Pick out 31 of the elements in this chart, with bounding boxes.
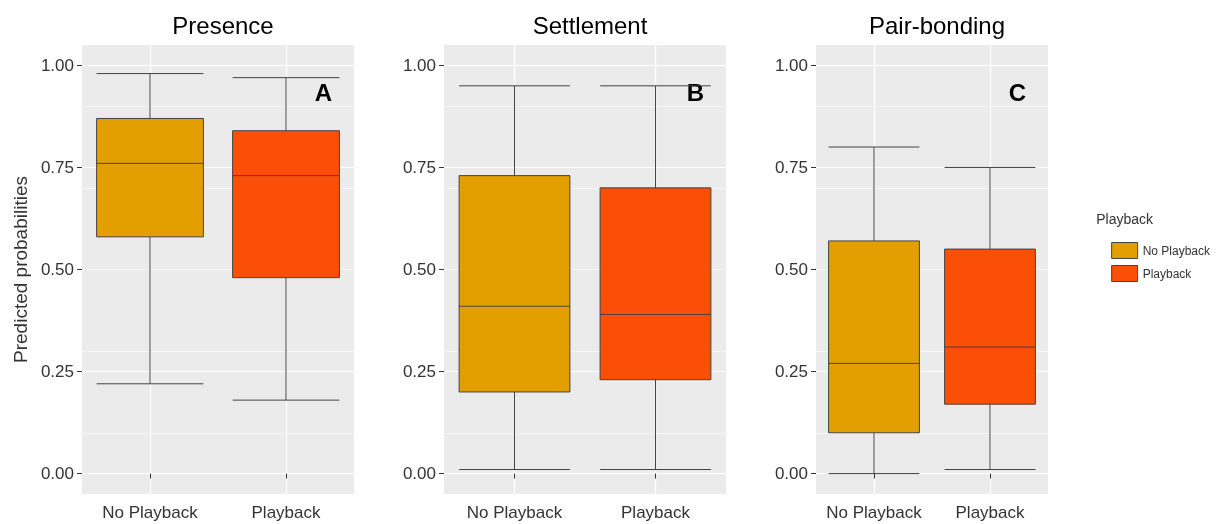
- annotation: A: [314, 78, 333, 106]
- y-tick-label: 0.00: [40, 464, 74, 484]
- chart-title: Settlement: [532, 11, 648, 39]
- y-tick-label: 0.50: [40, 260, 74, 279]
- y-tick-label: 1.00: [774, 55, 808, 75]
- y-tick-label: 0.25: [402, 362, 436, 382]
- y-tick-label: 0.00: [402, 464, 436, 484]
- y-tick-label: 0.50: [402, 260, 436, 279]
- y-tick-label: 1.00: [402, 55, 436, 75]
- chart-title: Presence: [172, 11, 274, 39]
- x-tick-label: Playback: [621, 503, 691, 522]
- legend-title: Playback: [1096, 211, 1154, 227]
- x-tick-label: No Playback: [466, 503, 563, 522]
- y-axis-title: Predicted probabilities: [10, 176, 32, 363]
- x-tick-label: No Playback: [102, 503, 199, 522]
- legend-label: No Playback: [1142, 243, 1211, 258]
- x-tick-label: No Playback: [826, 503, 923, 522]
- y-tick-label: 0.00: [774, 464, 808, 484]
- y-tick-label: 0.50: [774, 260, 808, 279]
- x-tick-label: Playback: [955, 503, 1025, 522]
- y-tick-label: 0.75: [402, 157, 436, 177]
- y-tick-label: 0.25: [774, 362, 808, 382]
- annotation: C: [1008, 78, 1027, 106]
- chart-title: Pair-bonding: [868, 11, 1006, 39]
- y-tick-label: 0.75: [774, 157, 808, 177]
- y-tick-label: 0.75: [40, 157, 74, 177]
- annotation: B: [686, 78, 705, 106]
- x-tick-label: Playback: [251, 503, 321, 522]
- y-tick-label: 1.00: [40, 55, 74, 75]
- legend-label: Playback: [1142, 266, 1193, 281]
- y-tick-label: 0.25: [40, 362, 74, 382]
